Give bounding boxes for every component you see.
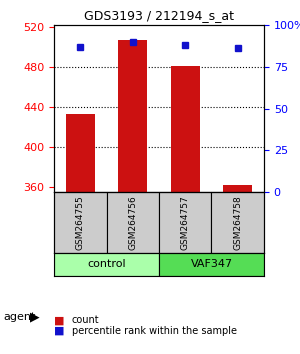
Text: VAF347: VAF347: [190, 259, 232, 269]
FancyBboxPatch shape: [159, 253, 264, 276]
FancyBboxPatch shape: [54, 192, 106, 253]
Text: percentile rank within the sample: percentile rank within the sample: [72, 326, 237, 336]
Text: count: count: [72, 315, 100, 325]
FancyBboxPatch shape: [159, 192, 211, 253]
Title: GDS3193 / 212194_s_at: GDS3193 / 212194_s_at: [84, 9, 234, 22]
Text: GSM264758: GSM264758: [233, 195, 242, 250]
Bar: [171, 66, 200, 192]
Bar: [118, 40, 147, 192]
Bar: [66, 114, 95, 192]
Text: agent: agent: [3, 312, 35, 322]
Text: control: control: [87, 259, 126, 269]
FancyBboxPatch shape: [54, 253, 159, 276]
Text: GSM264756: GSM264756: [128, 195, 137, 250]
Text: GSM264757: GSM264757: [181, 195, 190, 250]
Bar: [223, 185, 252, 192]
FancyBboxPatch shape: [212, 192, 264, 253]
FancyBboxPatch shape: [106, 192, 159, 253]
Text: ■: ■: [54, 326, 64, 336]
Text: ▶: ▶: [30, 310, 40, 323]
Text: GSM264755: GSM264755: [76, 195, 85, 250]
Text: ■: ■: [54, 315, 64, 325]
